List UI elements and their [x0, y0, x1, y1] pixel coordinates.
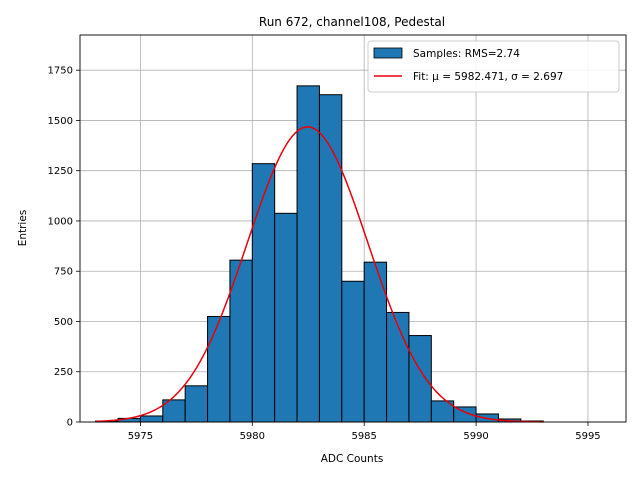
histogram-bar — [184, 385, 209, 423]
y-tick-label: 500 — [54, 317, 73, 328]
histogram-bar — [296, 85, 320, 423]
legend-box — [367, 40, 620, 93]
y-tick-label: 0 — [67, 418, 73, 429]
x-tick-label: 5990 — [463, 431, 488, 442]
histogram-bar — [318, 94, 343, 423]
x-tick-label: 5985 — [351, 431, 376, 442]
histogram-bar — [386, 311, 410, 423]
x-axis-label: ADC Counts — [321, 453, 384, 465]
x-tick-label: 5995 — [575, 431, 600, 442]
y-tick-label: 1500 — [48, 116, 73, 127]
legend-label-samples: Samples: RMS=2.74 — [413, 48, 520, 60]
y-tick-label: 750 — [54, 267, 73, 278]
histogram-bar — [207, 315, 231, 423]
legend-swatch-samples — [373, 47, 403, 59]
plot-frame — [79, 34, 627, 423]
fit-curve-group — [95, 126, 544, 423]
y-tick-label: 250 — [54, 367, 73, 378]
x-axis-ticks: 5975 5980 5985 5990 5995 — [128, 422, 601, 442]
y-axis-ticks: 0 250 500 750 1000 1250 1500 1750 — [48, 66, 80, 429]
fit-curve — [95, 126, 544, 423]
chart-title: Run 672, channel108, Pedestal — [259, 15, 445, 29]
histogram-bar — [274, 212, 298, 423]
histogram-bar — [139, 415, 164, 423]
histogram-bar — [408, 335, 432, 423]
x-tick-label: 5980 — [240, 431, 265, 442]
y-tick-label: 1000 — [48, 216, 73, 227]
legend: Samples: RMS=2.74 Fit: μ = 5982.471, σ =… — [367, 40, 620, 93]
histogram-bar — [251, 163, 276, 423]
legend-label-fit: Fit: μ = 5982.471, σ = 2.697 — [413, 71, 563, 83]
histogram-bar — [341, 280, 365, 423]
y-tick-label: 1250 — [48, 166, 73, 177]
x-tick-label: 5975 — [128, 431, 153, 442]
y-axis-label: Entries — [17, 210, 29, 247]
y-tick-label: 1750 — [48, 66, 73, 77]
